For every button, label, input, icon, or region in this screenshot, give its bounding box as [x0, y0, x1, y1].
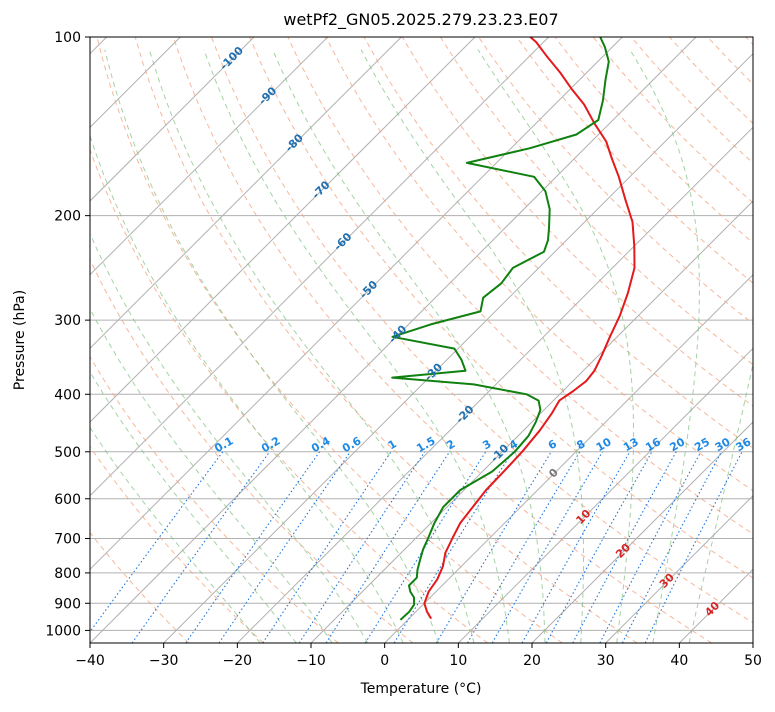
y-tick-label: 900 [54, 596, 81, 612]
y-tick-label: 1000 [45, 623, 81, 639]
x-tick-label: −10 [296, 653, 326, 669]
y-tick-label: 200 [54, 209, 81, 225]
temperature-profile [424, 37, 634, 619]
y-tick-label: 400 [54, 387, 81, 403]
moist-adiabat [67, 50, 403, 643]
mixing-ratio-label: 1 [386, 437, 399, 452]
x-tick-label: −40 [75, 653, 105, 669]
plot-background [0, 37, 775, 643]
mixing-ratio-label: 6 [546, 437, 559, 452]
x-tick-label: 10 [449, 653, 467, 669]
isotherm-label: 30 [657, 571, 677, 591]
y-tick-label: 800 [54, 566, 81, 582]
isotherm-gridline [0, 37, 328, 643]
isotherm-gridline [16, 37, 622, 643]
isotherm-gridline [0, 37, 254, 643]
dry-adiabat [0, 37, 264, 643]
dry-adiabat [708, 37, 775, 643]
x-tick-label: 20 [523, 653, 541, 669]
mixing-ratio-line [522, 452, 630, 643]
isotherm-label: -50 [357, 278, 380, 301]
isotherm-gridline [311, 37, 775, 643]
isotherm-gridline [679, 37, 775, 643]
isotherm-label: -90 [256, 84, 279, 107]
dry-adiabat [135, 37, 637, 643]
isotherm-label: -20 [453, 403, 476, 426]
isotherm-label: 10 [573, 507, 593, 527]
dry-adiabat [669, 37, 775, 643]
x-tick-label: 50 [744, 653, 762, 669]
isotherm-gridline [0, 37, 401, 643]
mixing-ratio-line [436, 452, 551, 643]
dry-adiabat [0, 37, 189, 643]
moist-adiabat [105, 50, 439, 643]
mixing-ratio-label: 2 [444, 437, 457, 452]
moist-adiabat [630, 50, 700, 643]
isotherm-label: -100 [217, 44, 246, 73]
moist-adiabat [7, 50, 332, 643]
x-tick-label: 30 [597, 653, 615, 669]
isotherm-label: -60 [331, 230, 354, 253]
y-tick-label: 500 [54, 445, 81, 461]
y-axis-label: Pressure (hPa) [12, 290, 28, 390]
dry-adiabat [517, 37, 775, 643]
mixing-ratio-line [263, 452, 391, 643]
dry-adiabat [21, 37, 413, 643]
isotherm-label: -80 [283, 131, 306, 154]
isotherm-gridline [0, 37, 475, 643]
isotherm-gridline [532, 37, 775, 643]
y-tick-label: 600 [54, 492, 81, 508]
isotherm-label: -70 [309, 178, 332, 201]
moist-adiabat [0, 50, 296, 643]
x-tick-label: 0 [380, 653, 389, 669]
x-tick-label: −30 [149, 653, 179, 669]
isotherm-label: 40 [702, 599, 722, 619]
moist-adiabat [149, 50, 474, 643]
chart-title: wetPf2_GN05.2025.279.23.23.E07 [283, 10, 558, 30]
y-tick-label: 100 [54, 30, 81, 46]
dry-adiabat [0, 37, 338, 643]
moist-adiabat [204, 50, 509, 643]
isotherm-label: -40 [386, 322, 409, 345]
mixing-ratio-line [326, 452, 450, 643]
y-tick-label: 700 [54, 532, 81, 548]
mixing-ratio-label: 3 [480, 437, 493, 452]
mixing-ratio-line [600, 452, 701, 643]
moist-adiabat [0, 50, 260, 643]
dry-adiabat [746, 37, 775, 643]
dewpoint-profile [392, 37, 609, 620]
dry-adiabat [212, 37, 775, 643]
moist-adiabat [689, 50, 775, 643]
x-axis-label: Temperature (°C) [360, 681, 482, 697]
isotherm-gridline [237, 37, 775, 643]
isotherm-label: 20 [613, 541, 633, 561]
x-tick-label: 40 [670, 653, 688, 669]
isotherm-gridline [753, 37, 775, 643]
moist-adiabat [35, 50, 367, 643]
y-tick-label: 300 [54, 313, 81, 329]
plot-series [392, 37, 634, 620]
mixing-ratio-line [365, 452, 486, 643]
x-tick-label: −20 [223, 653, 253, 669]
isotherm-gridline [385, 37, 775, 643]
isotherm-gridline [164, 37, 770, 643]
mixing-ratio-line [82, 452, 223, 643]
